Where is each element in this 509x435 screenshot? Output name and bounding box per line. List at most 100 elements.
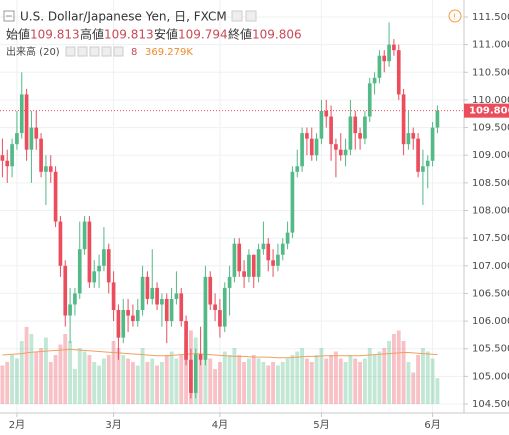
volume-bar — [338, 358, 343, 404]
candle-body — [411, 133, 416, 139]
candle-body — [232, 243, 237, 277]
volume-bar — [256, 358, 261, 404]
candle-body — [285, 232, 290, 244]
candle-body — [169, 298, 174, 322]
volume-bar — [382, 348, 387, 404]
volume-ma-line — [2, 348, 438, 359]
volume-bar — [237, 355, 242, 404]
volume-bar — [280, 362, 285, 404]
volume-bar — [19, 341, 24, 404]
candle-body — [290, 171, 295, 233]
volume-bar — [164, 355, 169, 404]
candle-body — [334, 144, 338, 150]
volume-bar — [126, 358, 131, 404]
volume-bar — [425, 351, 430, 404]
y-tick-label: 106.000 — [472, 316, 509, 327]
candle-body — [29, 127, 34, 150]
candle-body — [34, 127, 39, 139]
candle-body — [396, 50, 401, 95]
volume-bar — [87, 355, 92, 404]
volume-bar — [261, 362, 266, 404]
candle-body — [53, 171, 58, 222]
volume-bar — [208, 358, 213, 404]
candle-body — [338, 149, 343, 156]
volume-bar — [135, 365, 140, 404]
volume-more[interactable] — [101, 46, 112, 57]
candle-body — [266, 243, 271, 261]
candle-body — [121, 310, 126, 338]
y-tick-label: 107.000 — [472, 261, 509, 272]
candle-body — [401, 94, 406, 145]
candle-body — [184, 321, 188, 360]
volume-bar — [300, 348, 305, 404]
y-tick-label: 107.500 — [472, 233, 509, 244]
volume-bar — [271, 362, 276, 404]
volume-bar — [242, 362, 247, 404]
close-button[interactable] — [245, 10, 257, 22]
volume-bar — [10, 355, 15, 404]
candle-body — [179, 293, 184, 322]
candle-body — [324, 110, 329, 117]
candle-body — [5, 160, 10, 167]
candle-body — [97, 265, 101, 272]
volume-settings[interactable] — [77, 46, 88, 57]
volume-bar — [24, 327, 29, 404]
candle-body — [382, 55, 387, 62]
volume-bar — [227, 355, 232, 404]
candle-body — [126, 310, 130, 316]
low-value: 109.794 — [178, 28, 228, 42]
volume-pane — [0, 327, 440, 404]
volume-title: 出来高 (20) — [6, 45, 60, 58]
candle-body — [0, 155, 5, 161]
candle-body — [218, 310, 222, 327]
volume-visibility[interactable] — [65, 46, 76, 57]
volume-format[interactable] — [89, 46, 100, 57]
y-tick-label: 108.000 — [472, 206, 509, 217]
candle-body — [276, 254, 280, 266]
candle-body — [10, 144, 14, 167]
candle-body — [39, 138, 43, 172]
volume-bar — [0, 365, 5, 404]
volume-bar — [222, 351, 227, 404]
volume-bar — [411, 372, 416, 404]
candle-body — [406, 133, 411, 145]
candle-body — [73, 293, 77, 305]
volume-value: 369.279K — [145, 47, 193, 58]
open-value: 109.813 — [30, 28, 80, 42]
volume-bar — [314, 355, 319, 404]
candle-body — [135, 310, 140, 322]
candle-body — [377, 55, 382, 78]
volume-bar — [39, 348, 44, 404]
candle-body — [305, 133, 309, 139]
volume-bar — [319, 348, 324, 404]
y-tick-label: 106.500 — [472, 288, 509, 299]
alert-mark: ! — [453, 13, 456, 22]
alert-icon[interactable] — [448, 9, 462, 23]
open-label: 始値 — [6, 27, 30, 42]
volume-bar — [217, 362, 222, 404]
candle-body — [63, 265, 68, 316]
candle-body — [280, 243, 285, 255]
candle-body — [24, 94, 29, 150]
candle-body — [367, 83, 372, 117]
high-value: 109.813 — [104, 28, 154, 42]
chart-title: U.S. Dollar/Japanese Yen, 日, FXCM — [20, 10, 227, 24]
volume-bar — [266, 365, 271, 404]
volume-bar — [396, 330, 401, 404]
volume-bar — [251, 355, 256, 404]
price-pane — [0, 22, 464, 399]
candle-body — [189, 359, 193, 393]
volume-bar — [435, 378, 440, 404]
y-tick-label: 111.000 — [472, 40, 509, 51]
y-tick-label: 105.500 — [472, 344, 509, 355]
candle-body — [295, 166, 300, 172]
volume-close[interactable] — [113, 46, 124, 57]
candle-body — [140, 276, 145, 311]
candle-body — [251, 254, 256, 277]
candle-body — [77, 249, 82, 294]
collapse-icon[interactable] — [3, 10, 15, 22]
settings-button[interactable] — [231, 10, 243, 22]
candle-body — [15, 133, 19, 145]
volume-bar — [246, 358, 251, 404]
volume-bar — [106, 355, 111, 404]
